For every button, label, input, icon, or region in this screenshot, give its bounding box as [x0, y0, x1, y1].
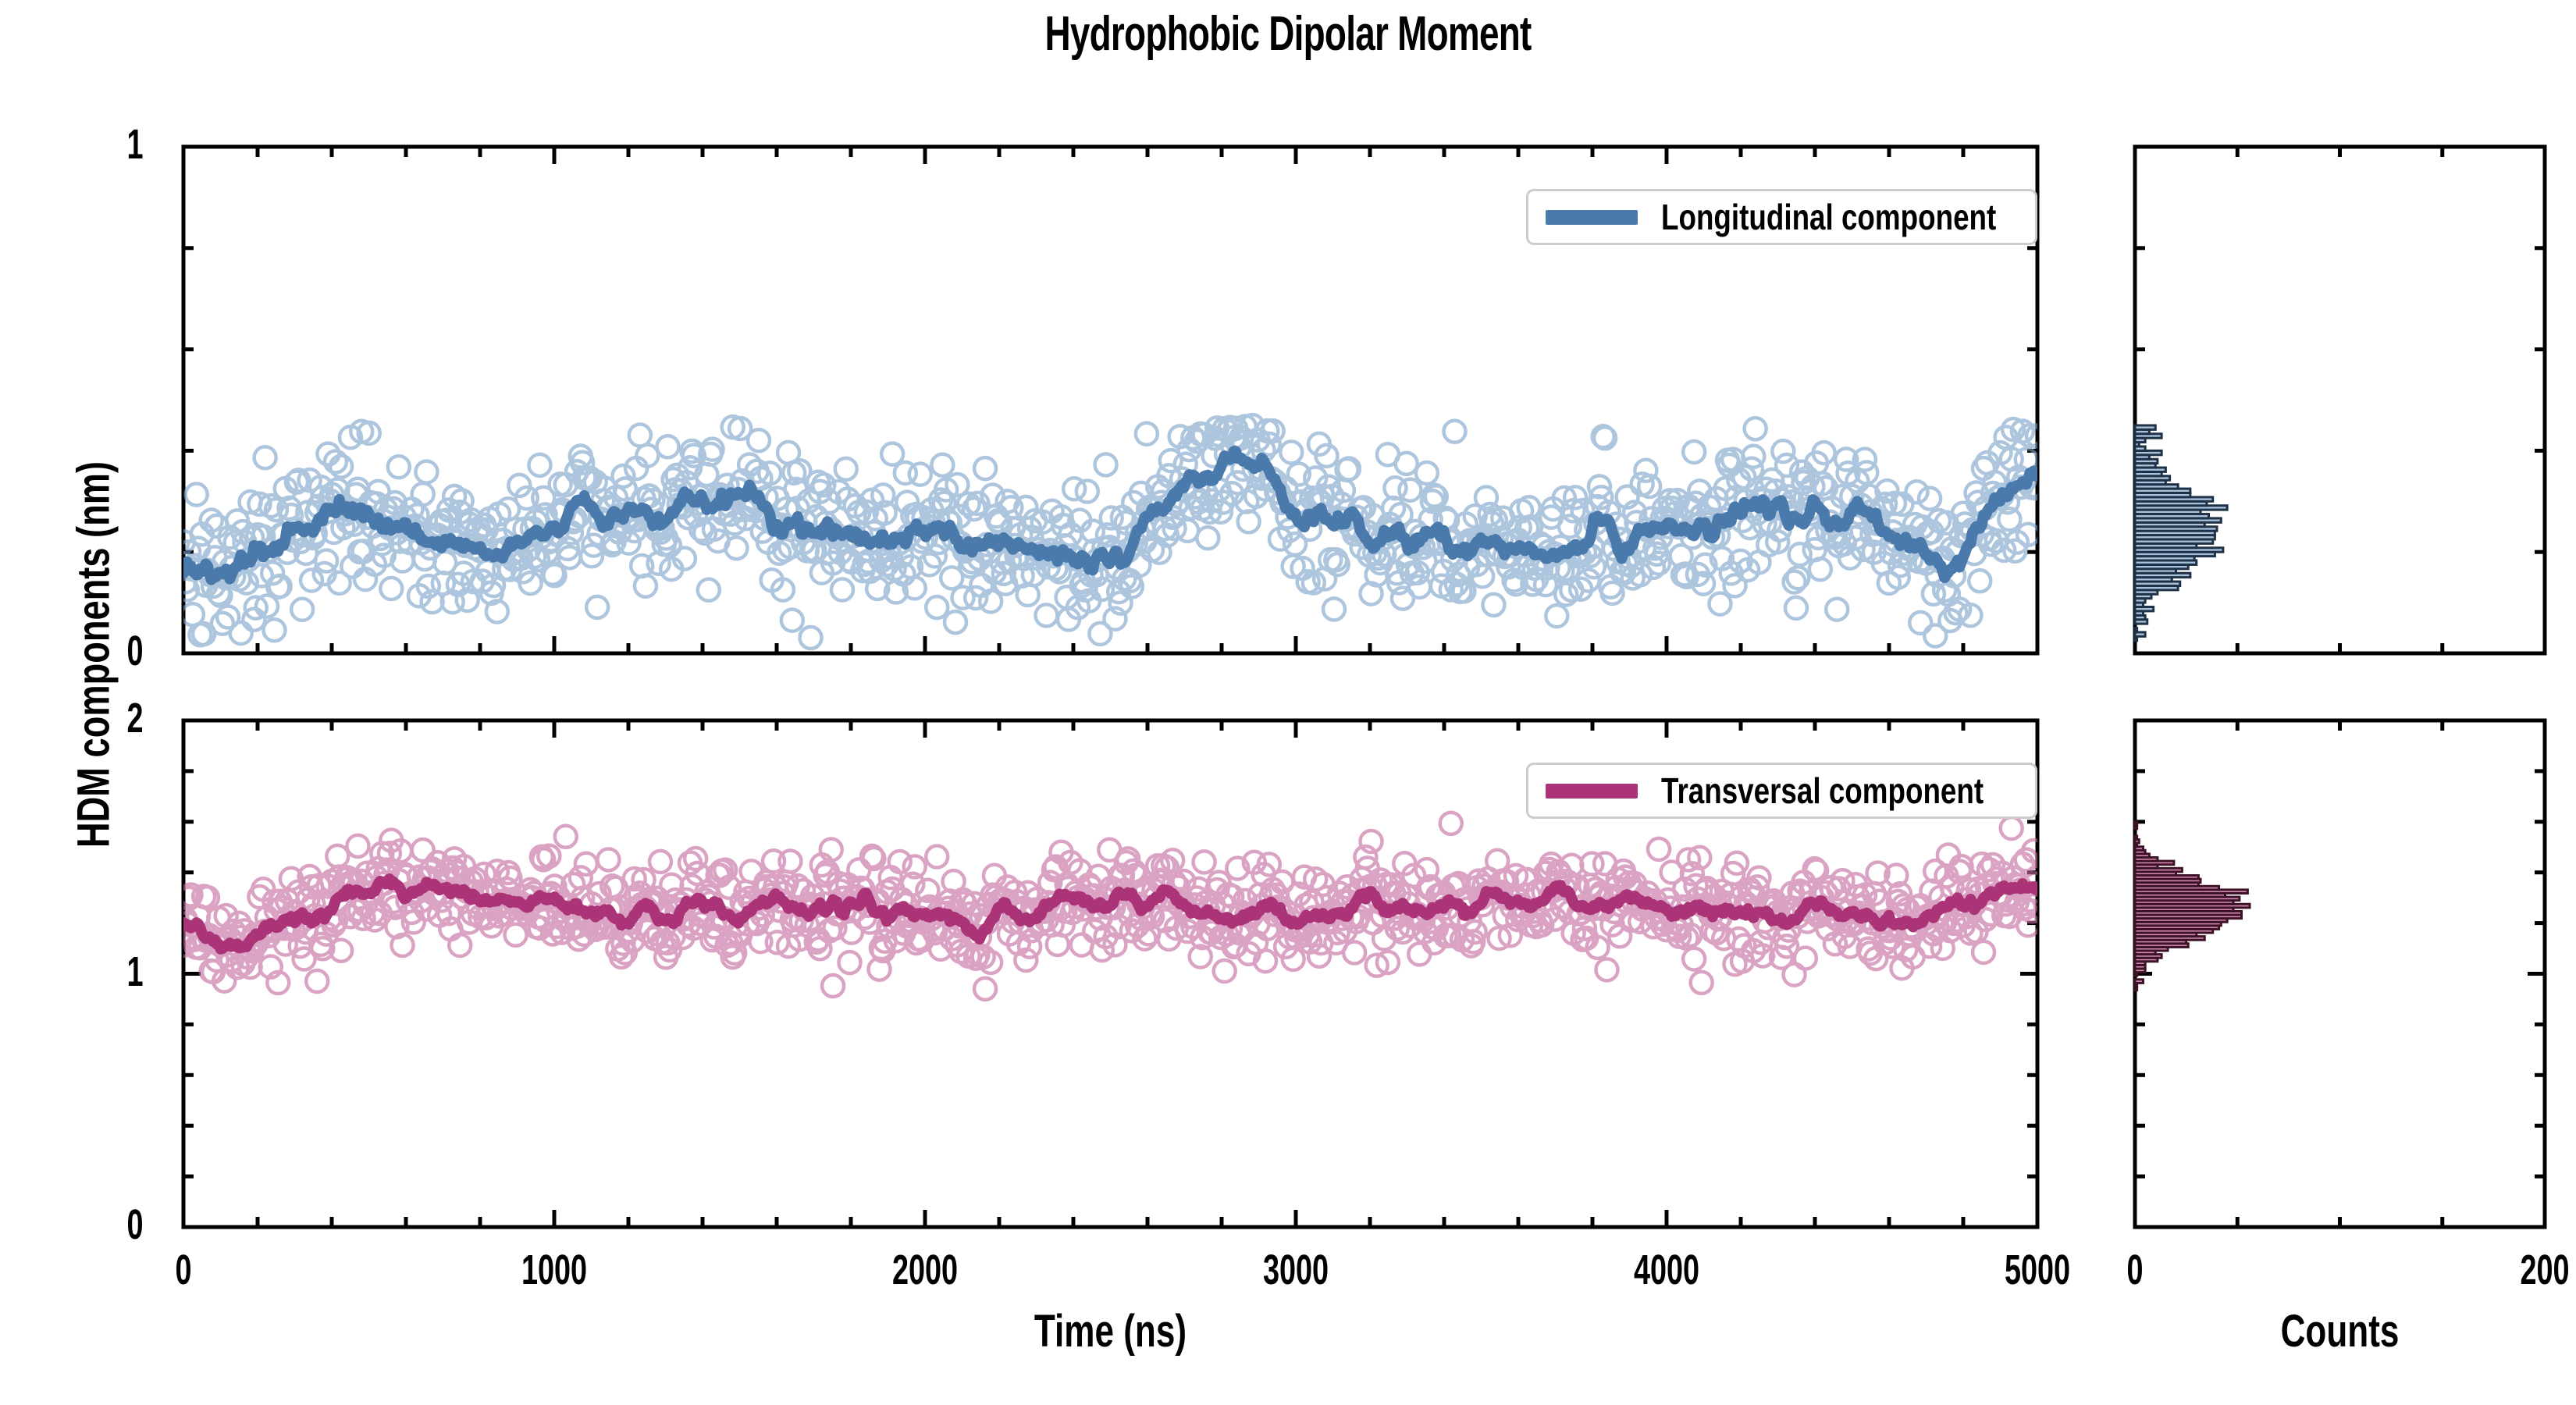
x-axis-label-time: Time (ns) — [1034, 1306, 1187, 1357]
longitudinal-series — [183, 412, 2037, 651]
x-tick-label: 0 — [2126, 1247, 2144, 1293]
y-tick-label: 1 — [126, 121, 144, 168]
hist-bar — [2133, 631, 2147, 638]
longitudinal-histogram — [2133, 424, 2229, 642]
bottom-hist-axes — [2133, 718, 2547, 1229]
transversal-series-mean-line — [183, 873, 2037, 955]
y-tick-label: 0 — [126, 628, 144, 674]
legend-label-longitudinal: Longitudinal component — [1661, 197, 1997, 237]
x-tick-label: 2000 — [891, 1247, 959, 1293]
bottom-main-axes — [181, 718, 2040, 1229]
legend-swatch-transversal — [1546, 783, 1638, 799]
legend-transversal[interactable]: Transversal component — [1526, 763, 2037, 819]
hist-bar — [2133, 449, 2163, 457]
y-tick-label: 2 — [126, 695, 144, 742]
bottom-hist-axes-frame — [2133, 718, 2547, 1229]
x-tick-label: 5000 — [2004, 1247, 2071, 1293]
hist-bar — [2133, 978, 2144, 984]
x-axis-label-counts: Counts — [2280, 1306, 2400, 1357]
longitudinal-series-mean-line — [183, 446, 2037, 585]
top-main-axes — [181, 144, 2040, 656]
x-tick-label: 200 — [2520, 1247, 2570, 1293]
hist-bar — [2133, 424, 2157, 431]
hist-bar — [2133, 820, 2139, 827]
hist-bar — [2133, 627, 2139, 634]
x-tick-label: 1000 — [521, 1247, 588, 1293]
hist-bar — [2133, 845, 2144, 852]
legend-swatch-longitudinal — [1546, 209, 1638, 225]
figure-title: Hydrophobic Dipolar Moment — [1044, 7, 1532, 61]
hist-bar — [2133, 834, 2139, 841]
top-hist-axes — [2133, 144, 2547, 656]
y-tick-label: 1 — [126, 948, 144, 995]
legend-label-transversal: Transversal component — [1661, 770, 1984, 811]
x-tick-label: 4000 — [1633, 1247, 1700, 1293]
top-main-axes-frame — [181, 144, 2040, 656]
transversal-series-markers — [183, 810, 2037, 1002]
transversal-series — [183, 810, 2037, 1002]
x-tick-label: 3000 — [1262, 1247, 1329, 1293]
top-hist-axes-frame — [2133, 144, 2547, 656]
transversal-histogram — [2133, 820, 2251, 992]
x-tick-label: 0 — [175, 1247, 192, 1293]
longitudinal-series-markers — [183, 412, 2037, 651]
legend-longitudinal[interactable]: Longitudinal component — [1526, 189, 2037, 245]
y-tick-label: 0 — [126, 1201, 144, 1248]
